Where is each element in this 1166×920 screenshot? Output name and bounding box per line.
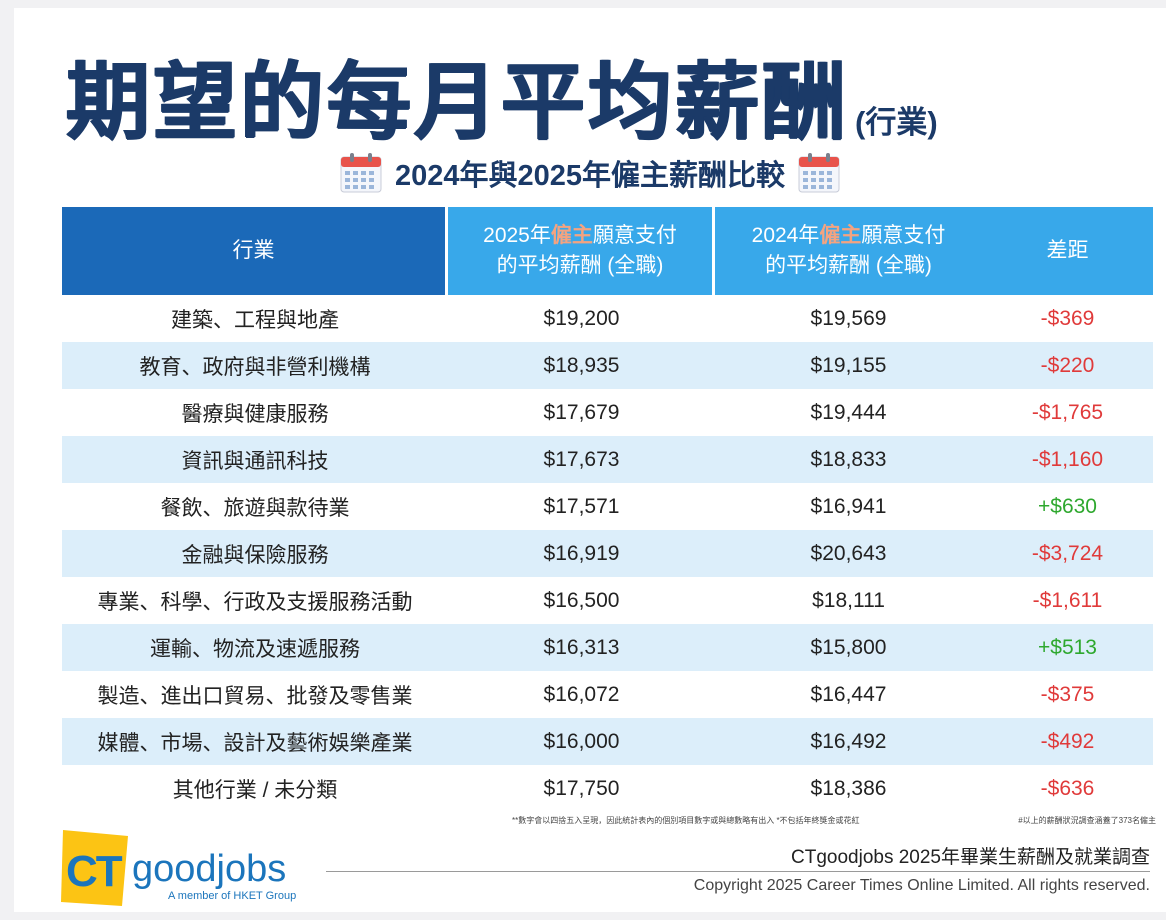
cell-2024: $19,569 [715, 295, 982, 342]
cell-2024: $19,444 [715, 389, 982, 436]
footnotes: **數字會以四捨五入呈現，因此統計表內的個別項目數字或與總數略有出入 *不包括年… [512, 815, 1156, 831]
cell-2024: $18,833 [715, 436, 982, 483]
header-2025-employer: 僱主 [550, 223, 593, 247]
cell-industry: 專業、科學、行政及支援服務活動 [62, 577, 448, 624]
table-row: 專業、科學、行政及支援服務活動 $16,500 $18,111 -$1,611 [62, 577, 1153, 624]
table-row: 製造、進出口貿易、批發及零售業 $16,072 $16,447 -$375 [62, 671, 1153, 718]
header-2025-year: 2025年 [483, 223, 551, 247]
calendar-icon [798, 153, 840, 193]
cell-diff: -$492 [982, 718, 1153, 765]
subtitle: 2024年與2025年僱主薪酬比較 [14, 148, 1166, 198]
page-title: 期望的每月平均薪酬 (行業) [66, 34, 938, 144]
cell-2025: $17,673 [448, 436, 715, 483]
table-header-row: 行業 2025年僱主願意支付 的平均薪酬 (全職) 2024年僱主願意支付 的平… [62, 207, 1153, 295]
table-row: 教育、政府與非營利機構 $18,935 $19,155 -$220 [62, 342, 1153, 389]
header-2025-line2: 的平均薪酬 (全職) [496, 254, 664, 277]
header-2024-year: 2024年 [751, 223, 820, 247]
cell-2025: $16,000 [448, 718, 715, 765]
header-2024: 2024年僱主願意支付 的平均薪酬 (全職) [715, 207, 982, 295]
header-2025-willing: 願意支付 [592, 223, 677, 247]
table-row: 資訊與通訊科技 $17,673 $18,833 -$1,160 [62, 436, 1153, 483]
cell-diff: +$513 [982, 624, 1153, 671]
cell-2025: $17,679 [448, 389, 715, 436]
logo-yellow-block [61, 830, 128, 906]
footnote-left: **數字會以四捨五入呈現，因此統計表內的個別項目數字或與總數略有出入 *不包括年… [512, 816, 860, 825]
cell-2025: $16,072 [448, 671, 715, 718]
cell-2024: $16,447 [715, 671, 982, 718]
table-row: 媒體、市場、設計及藝術娛樂產業 $16,000 $16,492 -$492 [62, 718, 1153, 765]
copyright: Copyright 2025 Career Times Online Limit… [693, 877, 1150, 894]
cell-2025: $18,935 [448, 342, 715, 389]
page: 期望的每月平均薪酬 (行業) 2024年與2025年僱主薪酬比較 [14, 8, 1166, 912]
salary-table: 行業 2025年僱主願意支付 的平均薪酬 (全職) 2024年僱主願意支付 的平… [62, 207, 1153, 812]
cell-diff: -$1,611 [982, 577, 1153, 624]
header-diff: 差距 [982, 207, 1153, 295]
cell-2024: $16,941 [715, 483, 982, 530]
table-row: 餐飲、旅遊與款待業 $17,571 $16,941 +$630 [62, 483, 1153, 530]
cell-diff: -$1,765 [982, 389, 1153, 436]
footnote-right: #以上的薪酬狀況調查涵蓋了373名僱主 [1018, 816, 1156, 825]
cell-2025: $16,500 [448, 577, 715, 624]
header-industry: 行業 [62, 207, 448, 295]
cell-2024: $20,643 [715, 530, 982, 577]
cell-2024: $18,386 [715, 765, 982, 812]
title-main: 期望的每月平均薪酬 [66, 55, 850, 149]
logo-tagline: A member of HKET Group [168, 890, 296, 902]
cell-2024: $18,111 [715, 577, 982, 624]
header-2024-line2: 的平均薪酬 (全職) [765, 254, 932, 277]
cell-2025: $17,571 [448, 483, 715, 530]
cell-industry: 運輸、物流及速遞服務 [62, 624, 448, 671]
title-suffix: (行業) [855, 105, 938, 140]
cell-industry: 餐飲、旅遊與款待業 [62, 483, 448, 530]
cell-diff: -$3,724 [982, 530, 1153, 577]
cell-diff: -$1,160 [982, 436, 1153, 483]
cell-industry: 資訊與通訊科技 [62, 436, 448, 483]
cell-industry: 建築、工程與地產 [62, 295, 448, 342]
cell-industry: 其他行業 / 未分類 [62, 765, 448, 812]
footer-divider [326, 871, 1150, 872]
cell-diff: -$636 [982, 765, 1153, 812]
cell-diff: -$375 [982, 671, 1153, 718]
cell-2025: $16,313 [448, 624, 715, 671]
logo-ct: CT [66, 847, 123, 896]
table-row: 醫療與健康服務 $17,679 $19,444 -$1,765 [62, 389, 1153, 436]
header-2025: 2025年僱主願意支付 的平均薪酬 (全職) [448, 207, 715, 295]
cell-industry: 媒體、市場、設計及藝術娛樂產業 [62, 718, 448, 765]
cell-2024: $16,492 [715, 718, 982, 765]
cell-2024: $19,155 [715, 342, 982, 389]
cell-industry: 製造、進出口貿易、批發及零售業 [62, 671, 448, 718]
cell-diff: -$220 [982, 342, 1153, 389]
logo-goodjobs: goodjobs [132, 848, 286, 890]
ctgoodjobs-logo: CT goodjobs A member of HKET Group [61, 830, 296, 906]
survey-source: CTgoodjobs 2025年畢業生薪酬及就業調查 [791, 847, 1150, 868]
cell-industry: 金融與保險服務 [62, 530, 448, 577]
header-2024-willing: 願意支付 [861, 223, 946, 247]
cell-2024: $15,800 [715, 624, 982, 671]
cell-2025: $17,750 [448, 765, 715, 812]
table-row: 建築、工程與地產 $19,200 $19,569 -$369 [62, 295, 1153, 342]
calendar-icon [340, 153, 382, 193]
table-row: 金融與保險服務 $16,919 $20,643 -$3,724 [62, 530, 1153, 577]
cell-2025: $19,200 [448, 295, 715, 342]
cell-industry: 醫療與健康服務 [62, 389, 448, 436]
cell-2025: $16,919 [448, 530, 715, 577]
table-row: 運輸、物流及速遞服務 $16,313 $15,800 +$513 [62, 624, 1153, 671]
table-row: 其他行業 / 未分類 $17,750 $18,386 -$636 [62, 765, 1153, 812]
header-2024-employer: 僱主 [819, 223, 862, 247]
subtitle-text: 2024年與2025年僱主薪酬比較 [394, 160, 786, 192]
cell-diff: -$369 [982, 295, 1153, 342]
cell-industry: 教育、政府與非營利機構 [62, 342, 448, 389]
cell-diff: +$630 [982, 483, 1153, 530]
